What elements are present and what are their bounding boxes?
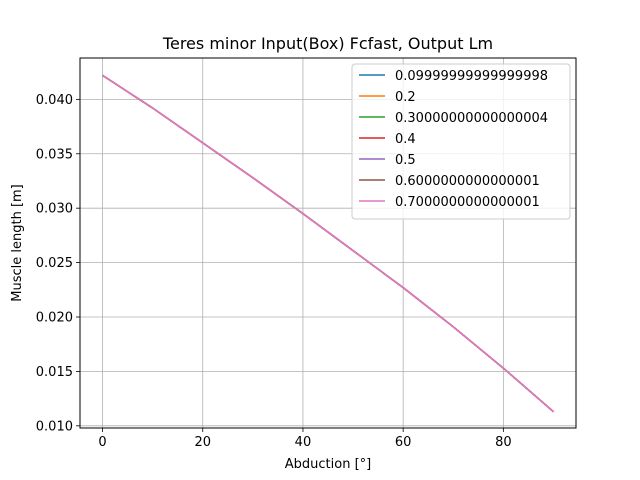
y-axis-label: Muscle length [m] [10, 184, 25, 302]
plot-frame [79, 57, 577, 429]
y-axis-ticks: 0.010 0.015 0.020 0.025 0.030 0.035 0.040 [36, 93, 80, 434]
y-tick-label: 0.020 [36, 311, 73, 326]
legend: 0.09999999999999998 0.2 0.3000000000000000… [351, 63, 571, 220]
series-lines [102, 74, 554, 413]
x-axis-ticks: 0 20 40 60 80 [98, 428, 512, 450]
legend-label-5: 0.5 [395, 153, 416, 168]
y-tick-label: 0.035 [36, 147, 73, 162]
series-line-7 [102, 74, 554, 413]
y-tick-label: 0.040 [36, 93, 73, 108]
legend-label-6: 0.6000000000000001 [395, 174, 540, 189]
legend-label-3: 0.30000000000000004 [395, 111, 548, 126]
x-tick-label: 0 [98, 435, 106, 450]
x-tick-label: 60 [395, 435, 412, 450]
chart-title: Teres minor Input(Box) Fcfast, Output Lm [162, 34, 493, 53]
legend-label-4: 0.4 [395, 132, 416, 147]
x-tick-label: 80 [495, 435, 512, 450]
y-tick-label: 0.030 [36, 202, 73, 217]
x-tick-label: 40 [295, 435, 312, 450]
y-tick-label: 0.010 [36, 419, 73, 434]
y-tick-label: 0.015 [36, 365, 73, 380]
legend-label-1: 0.09999999999999998 [395, 69, 548, 84]
legend-box [351, 63, 571, 220]
legend-label-7: 0.7000000000000001 [395, 195, 540, 210]
x-axis-label: Abduction [°] [285, 457, 371, 472]
legend-label-2: 0.2 [395, 90, 416, 105]
y-tick-label: 0.025 [36, 256, 73, 271]
x-tick-label: 20 [194, 435, 211, 450]
